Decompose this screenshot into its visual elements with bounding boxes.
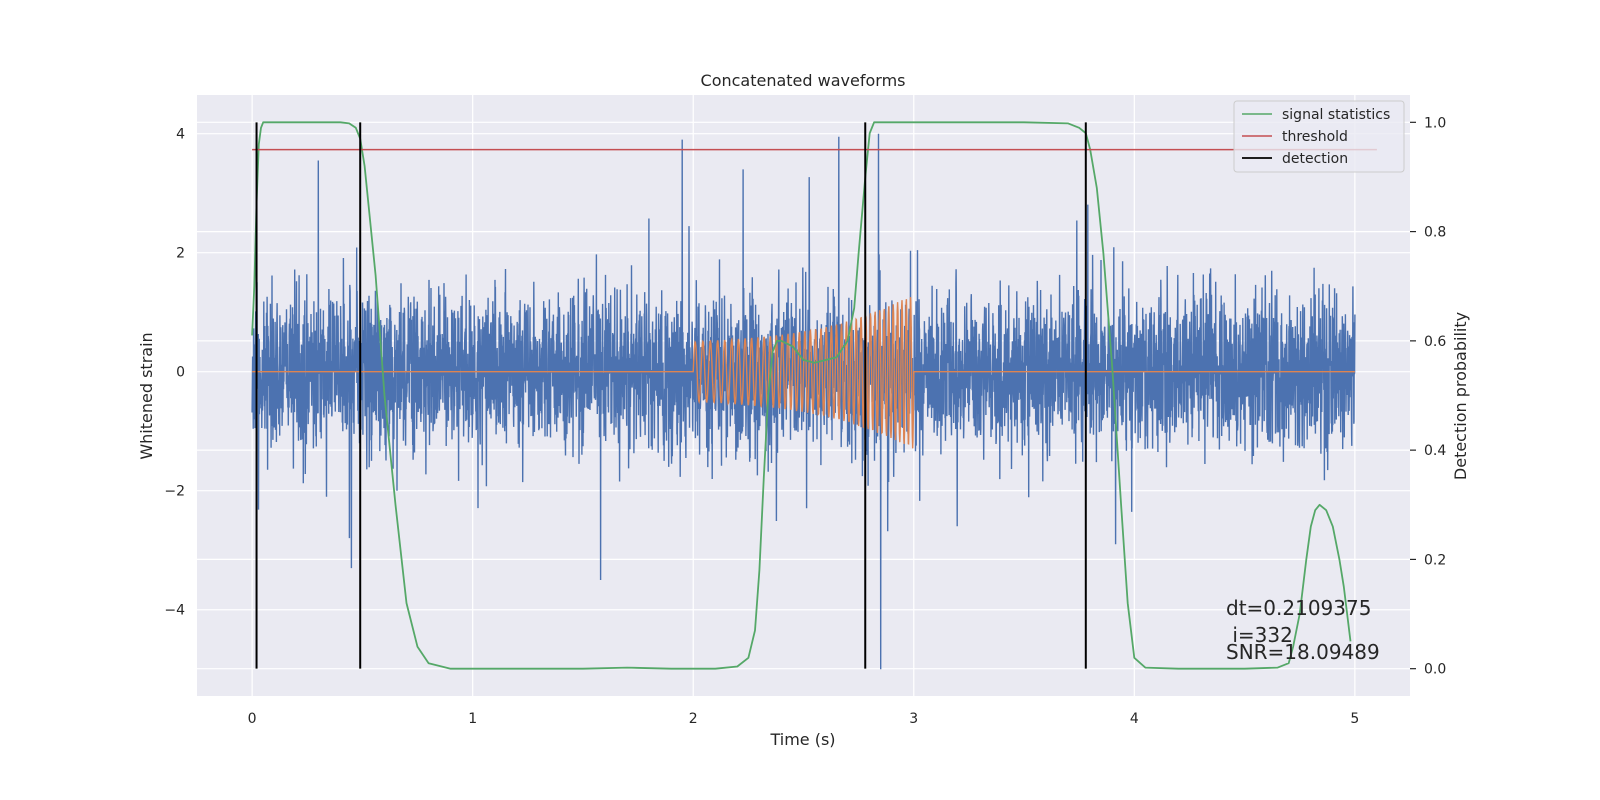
y-axis-label: Whitened strain: [137, 332, 156, 459]
annotation-i: i=332: [1226, 623, 1293, 647]
y-tick-label: 0: [176, 365, 185, 381]
x-tick-label: 4: [1130, 711, 1139, 727]
detection-series: [255, 122, 1087, 669]
legend-box: [1233, 100, 1405, 173]
chart-title: Concatenated waveforms: [701, 71, 906, 90]
y-tick-label: −4: [164, 603, 185, 619]
x-tick-label: 5: [1350, 711, 1359, 727]
y2-tick-label: 0.2: [1424, 552, 1446, 568]
y-tick-label: −2: [164, 484, 185, 500]
injection-line: [252, 297, 1355, 449]
signal-statistics-series: [251, 121, 1352, 670]
legend-label-signal-statistics: signal statistics: [1282, 107, 1390, 123]
y-tick-label: 2: [176, 246, 185, 262]
x-tick-label: 1: [468, 711, 477, 727]
noise-line: [251, 133, 1356, 670]
y2-tick-label: 1.0: [1424, 115, 1446, 131]
y-axis-right: 0.0 0.2 0.4 0.6 0.8 1.0: [1410, 115, 1446, 678]
y-axis-left: −4 −2 0 2 4: [164, 127, 185, 619]
legend-label-detection: detection: [1282, 151, 1348, 167]
injection-series: [252, 297, 1355, 449]
annotation-dt: dt=0.2109375: [1226, 596, 1371, 620]
annotation-snr: SNR=18.09489: [1226, 640, 1380, 664]
plot-area: [251, 121, 1377, 670]
x-tick-label: 0: [248, 711, 257, 727]
annotation-block: dt=0.2109375 i=332 SNR=18.09489: [1226, 596, 1380, 664]
y2-tick-label: 0.0: [1424, 662, 1446, 678]
y2-tick-label: 0.4: [1424, 443, 1446, 459]
y2-tick-label: 0.6: [1424, 334, 1446, 350]
x-tick-label: 3: [909, 711, 918, 727]
y2-axis-label: Detection probability: [1451, 312, 1470, 480]
x-axis-label: Time (s): [769, 730, 835, 749]
x-axis: 0 1 2 3 4 5: [248, 711, 1360, 727]
legend: signal statistics threshold detection: [1233, 100, 1405, 173]
y-tick-label: 4: [176, 127, 185, 143]
y2-tick-label: 0.8: [1424, 225, 1446, 241]
signal-statistics-line: [251, 121, 1352, 670]
noise-series: [251, 133, 1356, 670]
legend-label-threshold: threshold: [1282, 129, 1348, 145]
x-tick-label: 2: [689, 711, 698, 727]
